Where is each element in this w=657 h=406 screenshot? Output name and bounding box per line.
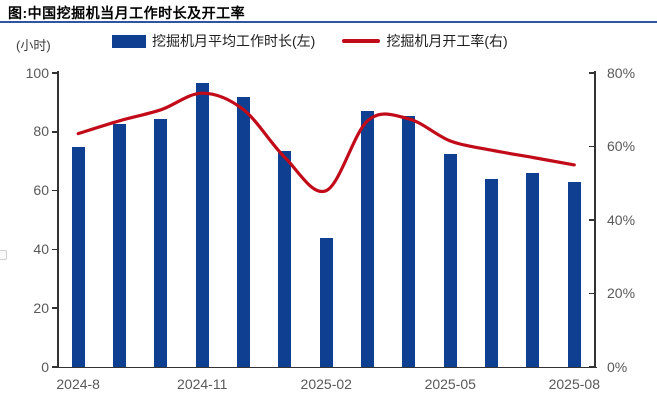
left-axis-tick	[52, 131, 57, 133]
left-axis-tick	[52, 189, 57, 192]
legend-line-swatch-icon	[342, 39, 381, 43]
right-axis-tick-label: 20%	[607, 285, 636, 301]
legend-bar-swatch-icon	[112, 34, 146, 48]
legend-bar-label: 挖掘机月平均工作时长(左)	[152, 33, 316, 49]
left-axis-line	[57, 71, 59, 368]
left-axis-tick	[52, 248, 57, 251]
bar	[113, 124, 127, 367]
bar	[278, 150, 292, 367]
bar	[71, 146, 85, 367]
left-axis-tick-label: 0	[41, 358, 49, 375]
bar	[195, 83, 209, 367]
left-axis-tick	[52, 366, 57, 368]
bar	[526, 172, 540, 367]
left-axis-tick	[52, 72, 57, 74]
bar	[319, 237, 333, 367]
x-axis-tick-label: 2025-05	[424, 376, 476, 392]
legend-line-label: 挖掘机月开工率(右)	[386, 33, 508, 49]
left-axis-tick-label: 80	[33, 123, 49, 140]
bar	[361, 111, 375, 367]
title-rule	[0, 21, 657, 23]
chart-title: 图:中国挖掘机当月工作时长及开工率	[8, 5, 246, 21]
edge-artifact	[0, 250, 7, 260]
right-axis-tick	[589, 219, 594, 221]
left-axis-tick-label: 100	[25, 64, 49, 81]
right-axis-tick-label: 80%	[607, 64, 636, 81]
bar	[402, 115, 416, 367]
bottom-axis-line	[56, 366, 597, 369]
right-axis-tick-label: 40%	[607, 211, 636, 228]
bar	[485, 178, 499, 367]
x-axis-tick-label: 2024-8	[56, 376, 100, 392]
bar	[154, 118, 168, 367]
right-axis-tick-label: 0%	[607, 358, 628, 375]
right-axis-tick	[589, 292, 594, 295]
legend: 挖掘机月平均工作时长(左) 挖掘机月开工率(右)	[112, 33, 508, 49]
left-axis-tick-label: 60	[33, 182, 49, 199]
right-axis-tick-label: 60%	[607, 138, 636, 154]
x-axis-tick-label: 2025-08	[548, 376, 600, 392]
left-axis-tick	[52, 307, 57, 309]
left-axis-tick-label: 40	[33, 240, 49, 257]
left-axis-tick-label: 20	[33, 299, 49, 316]
left-axis-unit-label: (小时)	[16, 38, 51, 53]
x-axis-tick-label: 2025-02	[300, 376, 352, 392]
right-axis-tick	[589, 145, 594, 148]
bar	[237, 96, 251, 367]
x-axis-tick-label: 2024-11	[177, 376, 228, 392]
bar	[567, 181, 581, 367]
right-axis-tick	[589, 72, 594, 74]
bar	[443, 153, 457, 367]
right-axis-tick	[589, 366, 594, 368]
right-axis-line	[594, 71, 596, 368]
